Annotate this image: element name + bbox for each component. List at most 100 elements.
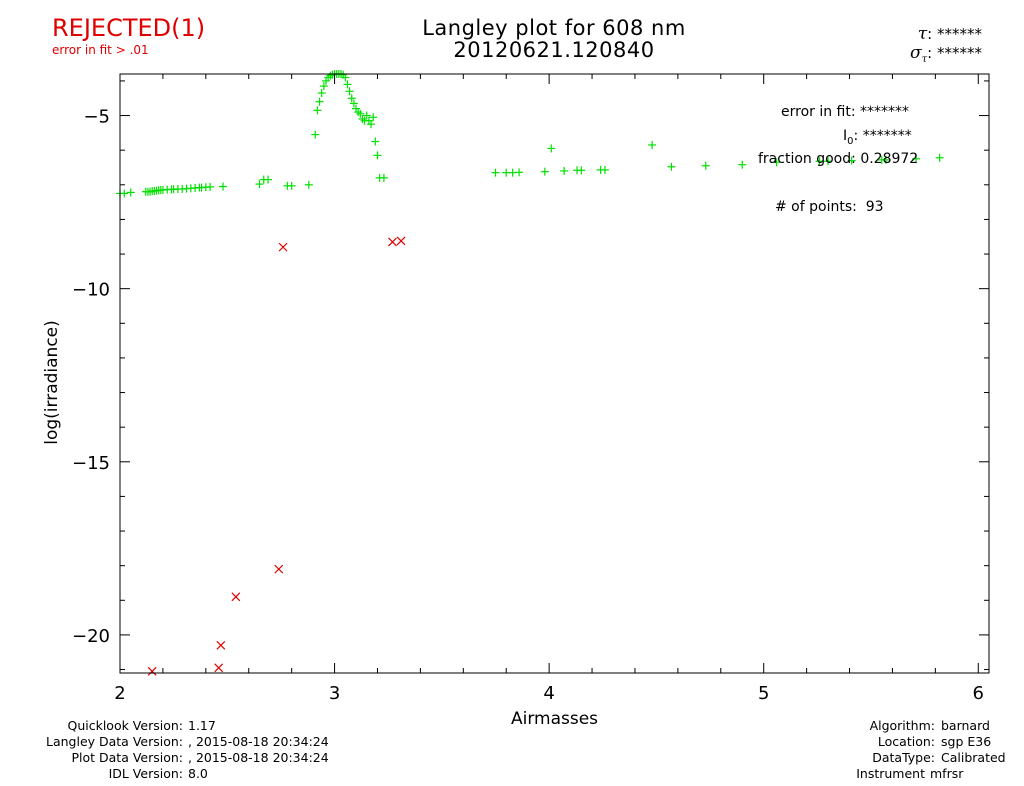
good-point-marker: [379, 173, 388, 182]
good-point-marker: [321, 76, 330, 85]
footer-right-value: barnard: [941, 718, 990, 733]
good-point-marker: [345, 87, 354, 96]
footer-left-value: , 2015-08-18 20:34:24: [188, 750, 329, 765]
tau-readout: τ: ******: [917, 24, 982, 44]
y-tick-label: −10: [72, 280, 110, 301]
good-points-series: [116, 70, 944, 198]
good-point-marker: [356, 109, 365, 118]
footer-left-label: Langley Data Version:: [45, 734, 183, 749]
status-reason: error in fit > .01: [52, 43, 149, 57]
footer-right-value: mfrsr: [930, 766, 964, 781]
rejected-point-marker: [231, 592, 241, 602]
tau-value: ******: [937, 25, 982, 43]
good-point-marker: [935, 153, 944, 162]
good-point-marker: [264, 175, 273, 184]
i0-subscript: 0: [847, 135, 854, 147]
rejected-point-marker: [388, 237, 397, 247]
good-point-marker: [317, 89, 326, 98]
y-tick-label: −20: [72, 626, 110, 647]
chart-title: Langley plot for 608 nm: [422, 16, 686, 40]
sigma-tau-readout: στ: ******: [910, 43, 982, 65]
footer-right-value: sgp E36: [941, 734, 992, 749]
status-label: REJECTED(1): [52, 14, 206, 42]
fraction-good-readout: fraction good: 0.28972: [758, 151, 918, 167]
rejected-point-marker: [274, 564, 284, 574]
good-point-marker: [815, 157, 824, 166]
points-label: # of points:: [775, 199, 857, 215]
good-point-marker: [326, 71, 335, 80]
good-point-marker: [311, 130, 320, 139]
good-point-marker: [358, 115, 367, 124]
good-point-marker: [701, 161, 710, 170]
points-readout: # of points: 93: [775, 199, 884, 215]
good-point-marker: [343, 80, 352, 89]
points-value: 93: [865, 199, 884, 215]
good-point-marker: [352, 104, 361, 113]
good-point-marker: [218, 182, 227, 191]
good-point-marker: [560, 166, 569, 175]
good-point-marker: [120, 189, 129, 198]
good-point-marker: [364, 116, 373, 125]
footer-left-value: , 2015-08-18 20:34:24: [188, 734, 329, 749]
rejected-point-marker: [147, 666, 157, 676]
error-in-fit-label: error in fit:: [781, 104, 856, 120]
good-point-marker: [126, 188, 135, 197]
good-point-marker: [600, 165, 609, 174]
error-in-fit-value: *******: [860, 104, 910, 120]
tau-symbol: τ: [917, 24, 928, 44]
chart-subtitle: 20120621.120840: [453, 38, 655, 62]
good-point-marker: [315, 97, 324, 106]
good-point-marker: [847, 156, 856, 165]
footer-right-label: Algorithm:: [869, 718, 935, 733]
good-point-marker: [667, 162, 676, 171]
rejected-points-series: [147, 236, 406, 676]
good-point-marker: [341, 73, 350, 82]
good-point-marker: [206, 182, 215, 191]
good-point-marker: [824, 157, 833, 166]
rejected-point-marker: [216, 640, 226, 650]
good-point-marker: [319, 82, 328, 91]
fraction-good-value: 0.28972: [860, 151, 919, 167]
good-point-marker: [547, 144, 556, 153]
y-tick-label: −5: [83, 107, 110, 128]
footer-left-label: Plot Data Version:: [71, 750, 183, 765]
rejected-point-marker: [214, 663, 224, 673]
good-point-marker: [738, 160, 747, 169]
good-point-marker: [371, 137, 380, 146]
good-point-marker: [255, 180, 264, 189]
footer-right-label: DataType:: [872, 750, 935, 765]
x-tick-label: 3: [329, 683, 340, 704]
good-point-marker: [354, 108, 363, 117]
good-point-marker: [347, 94, 356, 103]
good-point-marker: [362, 111, 371, 120]
good-point-marker: [287, 181, 296, 190]
sigma-tau-value: ******: [937, 44, 982, 62]
good-point-marker: [912, 154, 921, 163]
rejected-point-marker: [278, 242, 288, 252]
x-tick-label: 4: [543, 683, 554, 704]
i0-readout: I0: *******: [843, 128, 912, 147]
good-point-marker: [146, 187, 155, 196]
i0-label: I: [843, 128, 848, 144]
sigma-subscript: τ: [921, 54, 928, 65]
axes: 2 3 4 5 6 −5 −10 −15 −20 Airmasses log(irradiance): [42, 74, 989, 729]
fraction-good-label: fraction good:: [758, 151, 856, 167]
footer-right-label: Instrument: [856, 766, 925, 781]
footer-left-label: Quicklook Version:: [67, 718, 183, 733]
x-tick-label: 6: [973, 683, 984, 704]
good-point-marker: [772, 158, 781, 167]
y-tick-label: −15: [72, 453, 110, 474]
good-point-marker: [515, 168, 524, 177]
plot-frame: [119, 73, 990, 674]
x-axis-label: Airmasses: [511, 709, 598, 729]
good-point-marker: [882, 155, 891, 164]
good-point-marker: [369, 113, 378, 122]
y-axis-label: log(irradiance): [42, 320, 62, 445]
good-point-marker: [313, 106, 322, 115]
good-point-marker: [373, 151, 382, 160]
footer-left-value: 1.17: [188, 718, 216, 733]
good-point-marker: [367, 120, 376, 129]
footer-left-label: IDL Version:: [108, 766, 183, 781]
sigma-symbol: σ: [910, 43, 922, 63]
